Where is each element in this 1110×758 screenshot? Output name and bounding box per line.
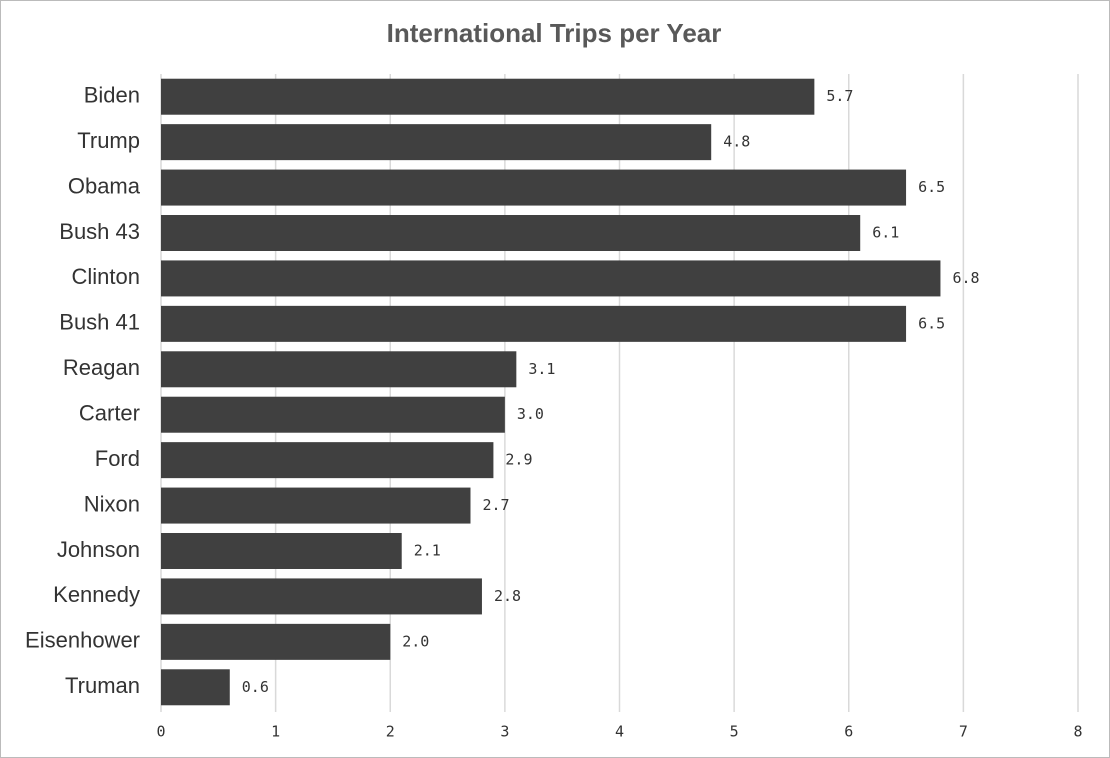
value-label: 2.9 bbox=[505, 451, 532, 469]
value-label: 6.1 bbox=[872, 224, 899, 242]
bar bbox=[161, 305, 907, 342]
y-tick-label: Trump bbox=[77, 128, 140, 153]
y-tick-label: Kennedy bbox=[53, 582, 140, 607]
bar bbox=[161, 396, 505, 433]
y-tick-label: Nixon bbox=[84, 491, 140, 516]
y-tick-label: Clinton bbox=[72, 264, 140, 289]
y-tick-label: Eisenhower bbox=[25, 628, 140, 653]
x-tick-label: 8 bbox=[1073, 723, 1082, 741]
value-label: 6.5 bbox=[918, 178, 945, 196]
x-tick-label: 5 bbox=[730, 723, 739, 741]
bar bbox=[161, 169, 907, 206]
x-tick-label: 3 bbox=[500, 723, 509, 741]
bar bbox=[161, 669, 230, 706]
y-tick-label: Johnson bbox=[57, 537, 140, 562]
value-label: 3.0 bbox=[517, 405, 544, 423]
value-label: 2.7 bbox=[482, 496, 509, 514]
value-label: 2.0 bbox=[402, 632, 429, 650]
value-label: 6.8 bbox=[952, 269, 979, 287]
x-tick-label: 6 bbox=[844, 723, 853, 741]
y-tick-label: Biden bbox=[84, 83, 140, 108]
chart-title: International Trips per Year bbox=[387, 18, 722, 48]
bar bbox=[161, 215, 861, 251]
bar bbox=[161, 351, 517, 388]
bar bbox=[161, 623, 391, 660]
value-label: 5.7 bbox=[826, 87, 853, 105]
value-label: 4.8 bbox=[723, 133, 750, 151]
y-tick-label: Bush 43 bbox=[59, 219, 140, 244]
bar bbox=[161, 78, 815, 115]
bar bbox=[161, 124, 712, 161]
y-tick-label: Truman bbox=[65, 673, 140, 698]
y-tick-label: Bush 41 bbox=[59, 310, 140, 335]
y-tick-label: Obama bbox=[68, 173, 141, 198]
value-label: 2.1 bbox=[414, 542, 441, 560]
x-tick-label: 4 bbox=[615, 723, 624, 741]
bar bbox=[161, 487, 471, 524]
bar bbox=[161, 578, 482, 615]
bar bbox=[161, 442, 494, 479]
x-tick-label: 7 bbox=[959, 723, 968, 741]
x-tick-label: 1 bbox=[271, 723, 280, 741]
x-tick-label: 0 bbox=[156, 723, 165, 741]
y-tick-label: Reagan bbox=[63, 355, 140, 380]
bar bbox=[161, 533, 402, 569]
value-label: 3.1 bbox=[528, 360, 555, 378]
bar bbox=[161, 260, 941, 297]
y-tick-label: Carter bbox=[79, 401, 140, 426]
x-tick-label: 2 bbox=[386, 723, 395, 741]
value-label: 6.5 bbox=[918, 314, 945, 332]
value-label: 2.8 bbox=[494, 587, 521, 605]
value-label: 0.6 bbox=[242, 678, 269, 696]
y-tick-label: Ford bbox=[95, 446, 140, 471]
